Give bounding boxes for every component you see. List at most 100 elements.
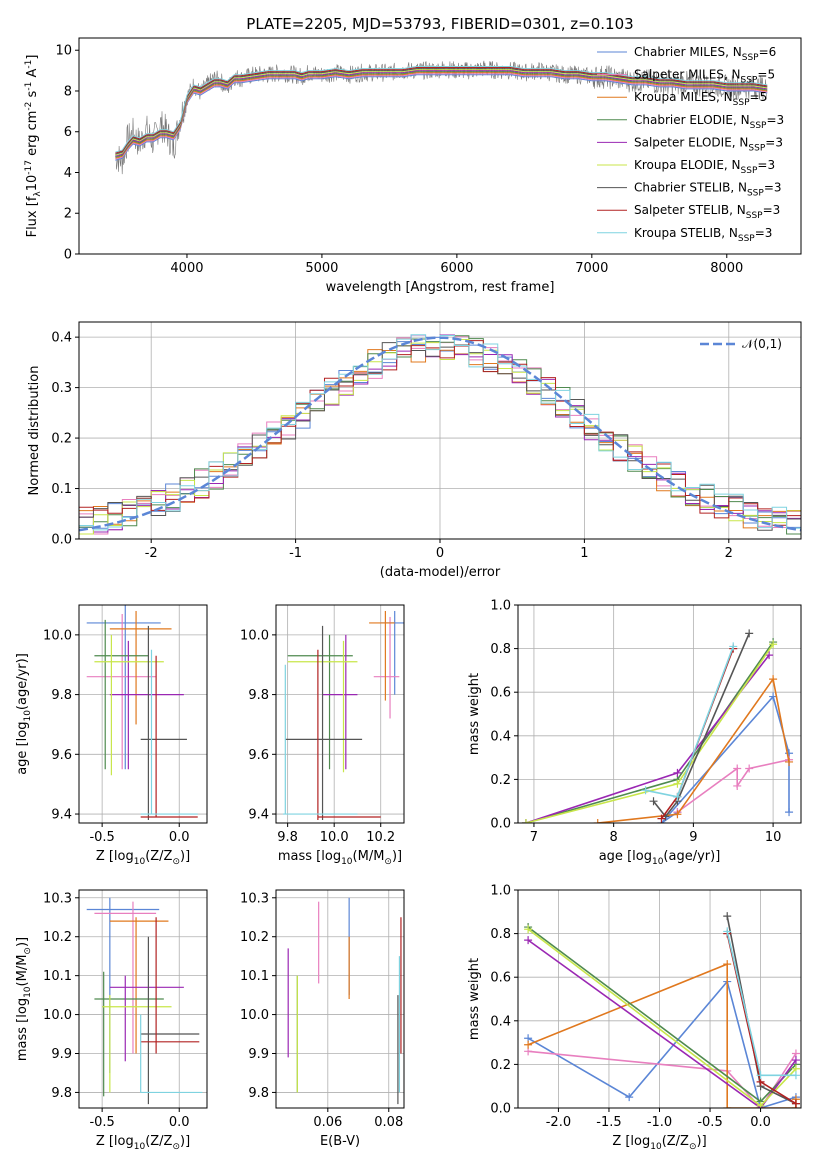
histogram-step-line xyxy=(79,334,801,531)
weight-line xyxy=(527,928,797,1107)
legend-entry: Salpeter ELODIE, NSSP=3 xyxy=(634,135,783,153)
weight-marker xyxy=(769,640,778,649)
x-tick-label: 9.8 xyxy=(277,830,298,845)
legend-entry: Kroupa MILES, NSSP=5 xyxy=(634,90,767,108)
weight-marker xyxy=(785,808,794,817)
weight-marker xyxy=(524,936,533,945)
y-tick-label: 0.0 xyxy=(490,1102,511,1117)
weight-marker xyxy=(723,912,732,921)
legend-entry: Kroupa ELODIE, NSSP=3 xyxy=(634,158,775,176)
plot-area xyxy=(524,912,800,1108)
y-tick-label: 0.4 xyxy=(51,331,72,346)
plot-area xyxy=(282,610,404,821)
x-tick-label: 1 xyxy=(580,546,588,561)
x-tick-label: 8 xyxy=(610,830,618,845)
legend-entry: Salpeter STELIB, NSSP=3 xyxy=(634,203,780,221)
x-tick-label: 10.2 xyxy=(366,830,395,845)
weight-marker xyxy=(673,768,682,777)
weight-marker xyxy=(733,781,742,790)
weight-marker xyxy=(729,642,738,651)
y-tick-label: 0.0 xyxy=(51,533,72,548)
weight-marker xyxy=(524,1040,533,1049)
weight-marker xyxy=(756,1101,765,1108)
weight-line xyxy=(652,632,750,818)
plot-weight_vs_age: 7 8 9 10 0.0 0.2 0.4 0.6 0.8 1.0 age [log10(age/yr… xyxy=(467,599,802,867)
weight-line xyxy=(527,979,797,1108)
legend-entry: Chabrier ELODIE, NSSP=3 xyxy=(634,113,784,131)
x-axis-label: (data-model)/error xyxy=(380,565,501,580)
y-tick-label: 0.4 xyxy=(490,1014,511,1029)
y-tick-label: 10.0 xyxy=(43,628,72,643)
y-tick-label: 10.0 xyxy=(240,1008,269,1023)
spectrum-model-line xyxy=(115,67,768,154)
weight-marker xyxy=(673,792,682,801)
x-tick-label: 9 xyxy=(689,830,697,845)
weight-marker xyxy=(625,1093,634,1102)
weight-marker xyxy=(641,786,650,795)
weight-line xyxy=(525,643,774,823)
y-tick-label: 0.2 xyxy=(490,773,511,788)
x-axis-label: mass [log10(M/M⊙)] xyxy=(278,849,402,867)
y-tick-label: 9.4 xyxy=(51,808,72,823)
plot-mass_vs_Z: -0.5 0.0 9.8 9.9 10.0 10.1 10.2 10.3 Z [log10(Z/… xyxy=(15,889,208,1152)
y-tick-label: 0.6 xyxy=(490,686,511,701)
weight-marker xyxy=(657,814,666,823)
plot-mass_vs_ebv: 0.06 0.08 9.8 9.9 10.0 10.1 10.2 10.3 E(B-V) xyxy=(240,889,405,1149)
weight-line xyxy=(726,931,796,1077)
y-axis-label: mass weight xyxy=(467,673,482,755)
x-tick-label: 7 xyxy=(530,830,538,845)
y-tick-label: 9.8 xyxy=(51,1086,72,1101)
x-tick-label: 0.0 xyxy=(750,1115,771,1130)
y-tick-label: 6 xyxy=(64,125,72,140)
weight-marker xyxy=(723,1104,732,1108)
y-tick-label: 9.9 xyxy=(248,1047,269,1062)
y-tick-label: 10.1 xyxy=(43,969,72,984)
x-tick-label: -0.5 xyxy=(697,1115,722,1130)
y-tick-label: 4 xyxy=(64,166,72,181)
y-tick-label: 10.3 xyxy=(240,891,269,906)
weight-marker xyxy=(723,927,732,936)
x-tick-label: -0.5 xyxy=(89,1115,114,1130)
y-tick-label: 0.4 xyxy=(490,729,511,744)
y-tick-label: 2 xyxy=(64,207,72,222)
legend-entry: Chabrier STELIB, NSSP=3 xyxy=(634,181,782,199)
y-tick-label: 9.8 xyxy=(51,688,72,703)
y-tick-label: 9.8 xyxy=(248,1086,269,1101)
x-tick-label: 2 xyxy=(725,546,733,561)
x-tick-label: 0.08 xyxy=(374,1115,403,1130)
weight-marker xyxy=(791,1071,800,1080)
weight-line xyxy=(527,939,797,1108)
y-axis-label: mass [log10(M/M⊙)] xyxy=(15,937,33,1061)
x-tick-label: -2.0 xyxy=(546,1115,571,1130)
y-tick-label: 10.3 xyxy=(43,891,72,906)
y-tick-label: 0.1 xyxy=(51,482,72,497)
weight-line xyxy=(660,694,790,823)
weight-marker xyxy=(745,629,754,638)
plot-age_vs_Z: -0.5 0.0 9.4 9.6 9.8 10.0 Z [log10(Z/Z⊙)] age [… xyxy=(15,604,208,867)
weight-line xyxy=(525,654,770,823)
plot-residuals: -2 -1 0 1 2 0.0 0.1 0.2 0.3 0.4 (data-model)/error… xyxy=(27,321,802,580)
x-tick-label: -0.5 xyxy=(89,830,114,845)
x-tick-label: -1 xyxy=(289,546,302,561)
y-tick-label: 0.8 xyxy=(490,927,511,942)
axes-frame xyxy=(275,889,405,1109)
y-tick-label: 0.8 xyxy=(490,642,511,657)
y-axis-label: mass weight xyxy=(467,958,482,1040)
y-tick-label: 9.4 xyxy=(248,808,269,823)
x-tick-label: 7000 xyxy=(575,261,608,276)
weight-marker xyxy=(673,779,682,788)
weight-marker xyxy=(673,810,682,819)
spectrum-model-line xyxy=(115,66,768,153)
x-tick-label: -2 xyxy=(145,546,158,561)
y-axis-label: age [log10(age/yr)] xyxy=(15,653,33,775)
x-axis-label: Z [log10(Z/Z⊙)] xyxy=(612,1134,706,1152)
y-tick-label: 0 xyxy=(64,248,72,263)
x-axis-label: E(B-V) xyxy=(320,1134,360,1149)
y-tick-label: 1.0 xyxy=(490,884,511,899)
x-tick-label: 8000 xyxy=(710,261,743,276)
x-tick-label: 0.06 xyxy=(313,1115,342,1130)
x-tick-label: -1.0 xyxy=(647,1115,672,1130)
plot-weight_vs_Z: -2.0 -1.5 -1.0 -0.5 0.0 0.0 0.2 0.4 0.6 0.8 1.0 Z [… xyxy=(467,884,802,1152)
x-axis-label: Z [log10(Z/Z⊙)] xyxy=(96,849,190,867)
x-tick-label: 6000 xyxy=(440,261,473,276)
